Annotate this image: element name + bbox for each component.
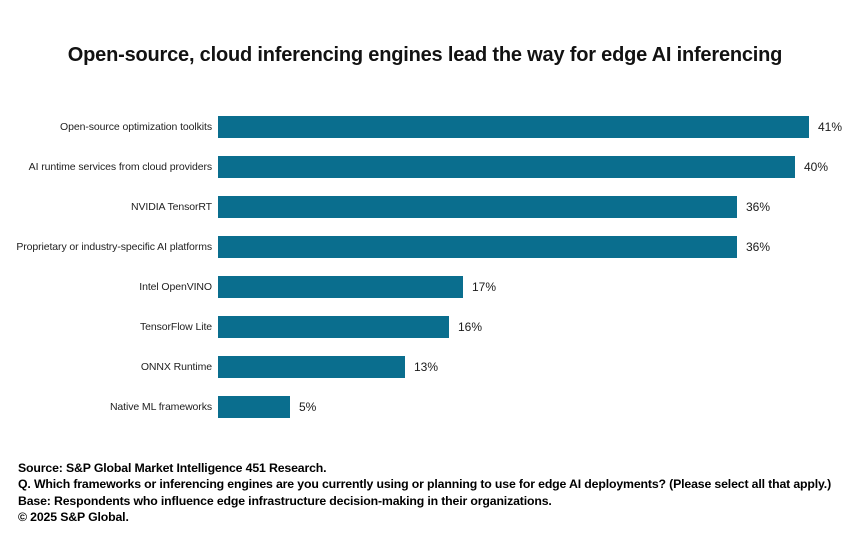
bar [218, 356, 405, 378]
bar [218, 236, 737, 258]
bar [218, 316, 449, 338]
value-label: 36% [746, 200, 771, 214]
value-label: 40% [804, 160, 829, 174]
value-label: 5% [299, 400, 317, 414]
bar [218, 116, 809, 138]
bar [218, 196, 737, 218]
copyright-note: © 2025 S&P Global. [18, 510, 129, 525]
value-label: 36% [746, 240, 771, 254]
category-label: Native ML frameworks [109, 401, 212, 413]
value-label: 16% [458, 320, 483, 334]
question-note: Q. Which frameworks or inferencing engin… [18, 477, 832, 492]
category-label: NVIDIA TensorRT [131, 201, 212, 213]
source-note: Source: S&P Global Market Intelligence 4… [18, 461, 327, 475]
base-note: Base: Respondents who influence edge inf… [18, 493, 552, 508]
value-label: 17% [472, 280, 497, 294]
chart-row: AI runtime services from cloud providers… [0, 147, 850, 187]
category-label: AI runtime services from cloud providers [28, 161, 212, 173]
chart-row: TensorFlow Lite 16% [0, 307, 850, 347]
chart-row: Native ML frameworks 5% [0, 387, 850, 427]
category-label: Intel OpenVINO [139, 281, 212, 293]
chart-row: NVIDIA TensorRT 36% [0, 187, 850, 227]
bar [218, 396, 290, 418]
category-label: ONNX Runtime [140, 361, 212, 373]
chart-plot-area: Open-source optimization toolkits 41% AI r… [0, 107, 850, 427]
category-label: Open-source optimization toolkits [60, 121, 212, 133]
chart-footnotes: Source: S&P Global Market Intelligence 4… [18, 460, 836, 526]
chart-row: Open-source optimization toolkits 41% [0, 107, 850, 147]
category-label: TensorFlow Lite [139, 321, 212, 333]
category-label: Proprietary or industry-specific AI plat… [16, 241, 212, 253]
chart-row: ONNX Runtime 13% [0, 347, 850, 387]
value-label: 13% [414, 360, 439, 374]
chart-title: Open-source, cloud inferencing engines l… [67, 44, 783, 66]
bar [218, 276, 463, 298]
chart-row: Intel OpenVINO 17% [0, 267, 850, 307]
chart-row: Proprietary or industry-specific AI plat… [0, 227, 850, 267]
bar [218, 156, 795, 178]
value-label: 41% [818, 120, 843, 134]
